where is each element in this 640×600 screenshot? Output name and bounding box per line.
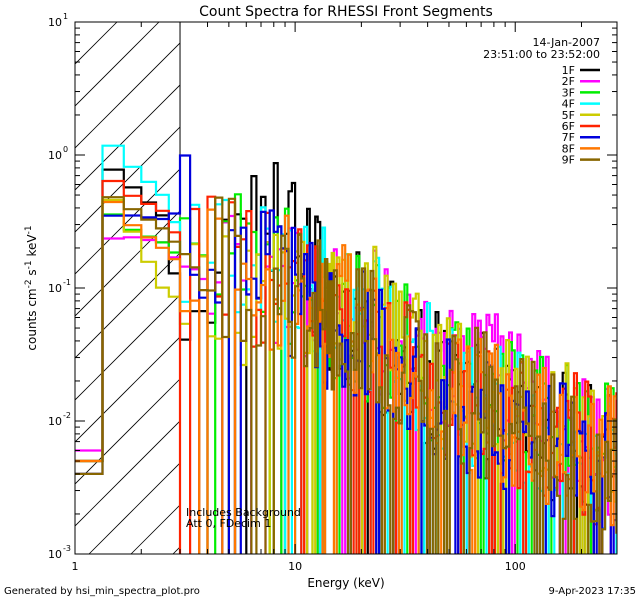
x-tick-label: 1 [72, 560, 79, 573]
y-tick-label: 10-1 [48, 278, 71, 295]
legend-label-9F: 9F [562, 154, 575, 167]
date-label: 14-Jan-2007 [533, 36, 601, 49]
y-axis-label-exp: -1 [24, 260, 34, 269]
y-tick-label: 101 [48, 12, 68, 29]
annotation-attenuator: Att 0, FDecim 1 [186, 517, 271, 530]
y-axis-label-exp: -1 [24, 225, 34, 234]
legend-label-1F: 1F [562, 64, 575, 77]
legend-label-8F: 8F [562, 142, 575, 155]
time-range-label: 23:51:00 to 23:52:00 [483, 48, 600, 61]
hatch-line [75, 42, 181, 149]
hatch-line [88, 462, 181, 554]
legend-label-7F: 7F [562, 131, 575, 144]
y-axis-label-exp: -2 [24, 279, 34, 288]
legend-label-2F: 2F [562, 75, 575, 88]
y-axis-label-part: s [25, 269, 39, 279]
y-tick-label: 10-2 [48, 411, 71, 428]
hatch-line [75, 420, 181, 527]
y-tick-label: 10-3 [48, 544, 71, 561]
legend-label-3F: 3F [562, 86, 575, 99]
legend-label-6F: 6F [562, 120, 575, 133]
x-tick-label: 10 [288, 560, 302, 573]
hatch-line [75, 84, 181, 191]
chart-title: Count Spectra for RHESSI Front Segments [199, 4, 493, 20]
x-axis: 1 10 100 [72, 22, 582, 573]
y-axis-label-part: keV [25, 234, 39, 261]
legend-label-5F: 5F [562, 109, 575, 122]
y-tick-label: 100 [48, 145, 68, 162]
y-axis-label-part: counts cm [25, 288, 39, 350]
generated-by: Generated by hsi_min_spectra_plot.pro [4, 586, 200, 597]
generated-timestamp: 9-Apr-2023 17:35 [549, 586, 636, 597]
hatch-line [75, 252, 181, 359]
x-tick-label: 100 [505, 560, 526, 573]
series-line-9F [75, 196, 617, 554]
x-axis-label: Energy (keV) [307, 576, 384, 590]
legend-label-4F: 4F [562, 98, 575, 111]
annotation-background: Includes Background [186, 506, 301, 519]
y-axis-label: counts cm-2 s-1 keV-1 [24, 225, 39, 350]
hatch-line [75, 378, 181, 485]
y-axis: 10-3 10-2 10-1 100 101 [48, 12, 617, 561]
series-layer [75, 144, 617, 554]
